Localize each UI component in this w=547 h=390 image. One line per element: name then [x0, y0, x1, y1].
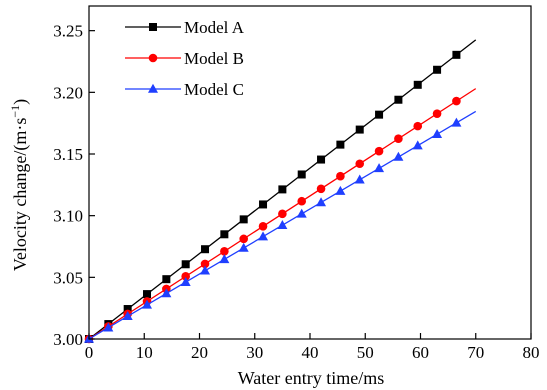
data-point	[238, 242, 249, 252]
x-tick-label: 80	[523, 343, 540, 362]
x-tick-label: 40	[302, 343, 319, 362]
data-point	[296, 208, 307, 218]
data-point	[220, 247, 229, 256]
axes: 0 10 20 30 40 50 60 70 80 3.00 3.05 3.10 3.15 3.20 3.2…	[53, 5, 540, 362]
data-point	[181, 260, 190, 269]
data-point	[180, 276, 191, 286]
data-point	[200, 265, 211, 275]
series-model-b	[84, 88, 477, 344]
data-point	[394, 134, 403, 144]
y-tick-label: 3.10	[53, 207, 83, 226]
legend-item: Model C	[125, 80, 244, 99]
data-point	[413, 121, 423, 131]
data-point	[336, 140, 345, 149]
data-point	[317, 155, 326, 164]
data-point	[162, 275, 171, 284]
x-tick-label: 70	[467, 343, 484, 362]
legend-marker	[149, 23, 157, 31]
data-point	[432, 109, 442, 118]
series-model-a	[85, 39, 477, 343]
x-tick-label: 10	[136, 343, 153, 362]
x-axis-label: Water entry time/ms	[238, 368, 385, 388]
data-point	[123, 305, 132, 314]
y-tick-label: 3.05	[53, 268, 83, 287]
data-point	[278, 185, 287, 194]
data-point	[336, 171, 345, 181]
data-point	[393, 151, 404, 161]
data-point	[412, 140, 423, 150]
data-point	[355, 125, 364, 134]
data-point	[374, 146, 384, 156]
data-point	[239, 215, 248, 224]
x-tick-label: 60	[412, 343, 429, 362]
x-tick-label: 0	[85, 343, 94, 362]
data-point	[200, 259, 210, 269]
data-point	[277, 219, 288, 229]
series-model-c	[84, 110, 477, 343]
data-point	[220, 230, 229, 239]
y-axis-label-close: )	[10, 99, 31, 105]
y-axis-label: Velocity change/(m·s−1)	[8, 99, 31, 271]
data-point	[239, 234, 248, 244]
legend-label: Model A	[184, 18, 245, 37]
data-point	[258, 221, 268, 231]
legend-marker	[148, 53, 158, 63]
data-point	[452, 50, 461, 59]
data-point	[316, 197, 327, 207]
data-point	[452, 96, 461, 106]
data-point	[297, 196, 307, 206]
data-point	[259, 200, 268, 209]
data-point	[181, 272, 190, 281]
data-point	[316, 184, 326, 194]
data-point	[143, 290, 152, 299]
y-axis-label-base: Velocity change/(m·s	[10, 118, 31, 271]
data-point	[258, 231, 269, 241]
data-point	[354, 174, 365, 184]
y-axis-label-exponent: −1	[8, 105, 22, 118]
x-tick-label: 20	[191, 343, 208, 362]
x-tick-label: 50	[357, 343, 374, 362]
data-point	[335, 185, 346, 195]
data-point	[451, 117, 462, 127]
data-point	[161, 288, 172, 298]
data-point	[103, 322, 114, 332]
data-point	[432, 128, 443, 138]
data-point	[201, 245, 210, 254]
legend-item: Model A	[125, 18, 245, 37]
legend: Model A Model B Model C	[125, 18, 245, 99]
data-point	[433, 65, 442, 74]
legend-label: Model C	[184, 80, 244, 99]
y-tick-label: 3.00	[53, 330, 83, 349]
data-point	[142, 299, 153, 309]
data-point	[413, 80, 422, 89]
x-tick-label: 30	[246, 343, 263, 362]
data-point	[394, 95, 403, 104]
y-tick-label: 3.20	[53, 83, 83, 102]
data-point	[219, 254, 230, 264]
y-tick-label: 3.15	[53, 145, 83, 164]
legend-label: Model B	[184, 49, 244, 68]
legend-marker	[148, 83, 158, 93]
data-point	[375, 110, 384, 119]
legend-item: Model B	[125, 49, 244, 68]
y-tick-label: 3.25	[53, 22, 83, 41]
data-point	[278, 209, 287, 219]
data-point	[297, 170, 306, 179]
data-point	[355, 159, 365, 169]
plot-area	[84, 39, 477, 344]
data-point	[374, 163, 385, 173]
data-point	[122, 310, 133, 320]
